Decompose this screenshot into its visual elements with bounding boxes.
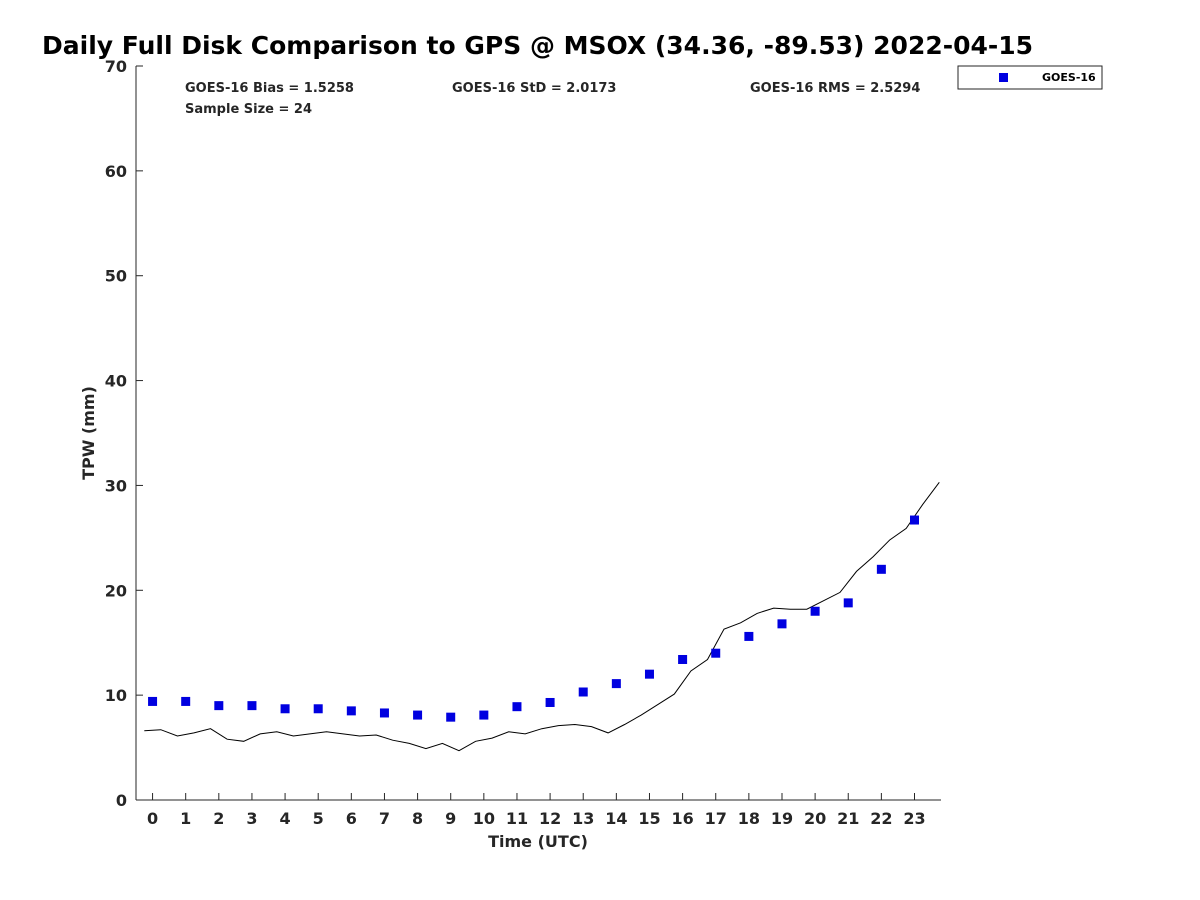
data-point	[711, 648, 721, 658]
data-point	[280, 704, 290, 714]
legend: GOES-16	[957, 65, 1103, 90]
x-tick-label: 18	[738, 809, 760, 828]
y-tick-label: 50	[105, 267, 127, 286]
x-tick-label: 20	[804, 809, 826, 828]
y-axis-label: TPW (mm)	[79, 386, 98, 480]
data-point	[346, 706, 356, 716]
data-point	[876, 564, 886, 574]
data-point	[181, 696, 191, 706]
data-point	[744, 631, 754, 641]
y-tick-label: 60	[105, 162, 127, 181]
data-point	[611, 679, 621, 689]
data-point	[479, 710, 489, 720]
x-tick-label: 4	[280, 809, 291, 828]
x-tick-label: 10	[473, 809, 495, 828]
y-tick-label: 70	[105, 57, 127, 76]
legend-box	[957, 65, 1103, 90]
marker-layer	[148, 515, 919, 722]
data-point	[909, 515, 919, 525]
data-point	[512, 702, 522, 712]
data-point	[777, 619, 787, 629]
x-tick-label: 2	[213, 809, 224, 828]
x-tick-label: 8	[412, 809, 423, 828]
x-tick-label: 23	[903, 809, 925, 828]
x-tick-label: 12	[539, 809, 561, 828]
x-tick-label: 7	[379, 809, 390, 828]
data-point	[843, 598, 853, 608]
x-tick-label: 6	[346, 809, 357, 828]
chart-title: Daily Full Disk Comparison to GPS @ MSOX…	[42, 31, 1033, 60]
sample-size-stat: Sample Size = 24	[185, 102, 312, 117]
x-tick-label: 0	[147, 809, 158, 828]
data-point	[148, 696, 158, 706]
x-tick-label: 3	[246, 809, 257, 828]
x-tick-label: 9	[445, 809, 456, 828]
data-point	[678, 654, 688, 664]
line-layer	[144, 481, 940, 752]
x-axis-label: Time (UTC)	[488, 832, 588, 851]
std-stat: GOES-16 StD = 2.0173	[452, 81, 616, 96]
data-point	[810, 606, 820, 616]
x-tick-label: 16	[671, 809, 693, 828]
x-tick-label: 1	[180, 809, 191, 828]
data-point	[644, 669, 654, 679]
y-tick-label: 0	[116, 791, 127, 810]
data-point	[578, 687, 588, 697]
data-point	[214, 701, 224, 711]
data-point	[247, 701, 257, 711]
x-tick-label: 15	[638, 809, 660, 828]
y-tick-label: 20	[105, 581, 127, 600]
data-point	[379, 708, 389, 718]
y-tick-label: 10	[105, 686, 127, 705]
x-tick-label: 11	[506, 809, 528, 828]
x-tick-label: 14	[605, 809, 627, 828]
y-tick-label: 40	[105, 372, 127, 391]
x-tick-label: 21	[837, 809, 859, 828]
rms-stat: GOES-16 RMS = 2.5294	[750, 81, 920, 96]
series-line	[144, 481, 940, 752]
x-tick-label: 5	[313, 809, 324, 828]
y-tick-label: 30	[105, 476, 127, 495]
x-tick-label: 13	[572, 809, 594, 828]
legend-marker-goes16	[999, 73, 1008, 82]
data-point	[413, 710, 423, 720]
data-point	[545, 697, 555, 707]
data-point	[313, 704, 323, 714]
x-tick-label: 17	[705, 809, 727, 828]
x-tick-label: 19	[771, 809, 793, 828]
bias-stat: GOES-16 Bias = 1.5258	[185, 81, 354, 96]
x-tick-label: 22	[870, 809, 892, 828]
data-point	[446, 712, 456, 722]
legend-label-goes16: GOES-16	[1042, 71, 1096, 84]
